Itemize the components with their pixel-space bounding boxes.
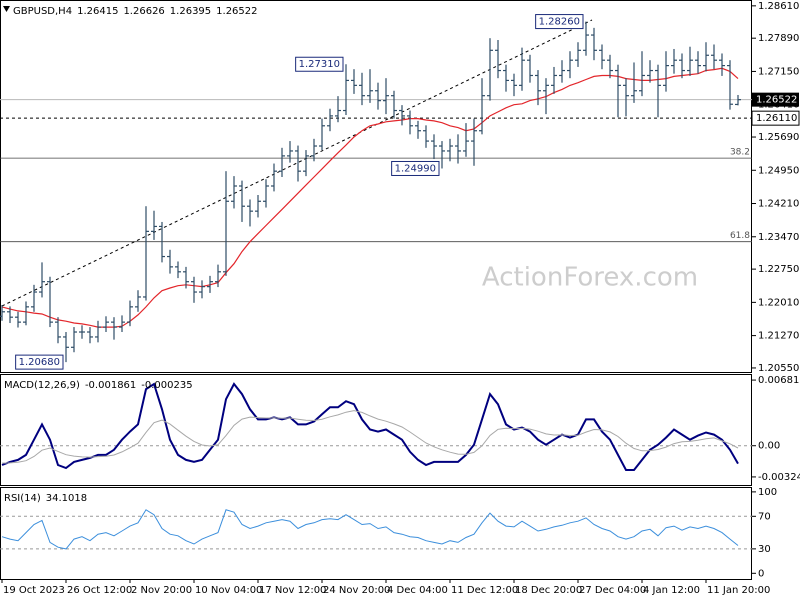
y-tick-label: 1.22750 bbox=[758, 264, 799, 275]
y-tick-label: 1.27890 bbox=[758, 33, 799, 44]
annotation-box bbox=[391, 160, 440, 176]
watermark: ActionForex.com bbox=[482, 263, 698, 293]
panel-frame bbox=[0, 0, 752, 373]
price-box bbox=[752, 92, 799, 107]
x-tick-label: 4 Dec 04:00 bbox=[387, 585, 448, 596]
x-tick-label: 27 Dec 04:00 bbox=[579, 585, 646, 596]
y-tick-label: 1.24210 bbox=[758, 199, 799, 210]
level-label: 1.26110 bbox=[756, 113, 797, 124]
indicator-line bbox=[1, 509, 739, 550]
header-value: -0.000235 bbox=[141, 380, 192, 391]
x-tick-label: 4 Jan 12:00 bbox=[643, 585, 700, 596]
x-tick-label: 18 Dec 20:00 bbox=[515, 585, 582, 596]
y-tick-label: 1.28610 bbox=[758, 1, 799, 12]
indicator-line bbox=[1, 410, 739, 464]
fib-label: 38.2 bbox=[730, 148, 750, 158]
panel-header: GBPUSD,H4 1.26415 1.26626 1.26395 1.26522 bbox=[13, 6, 258, 17]
y-tick-label: 100 bbox=[758, 487, 777, 498]
header-title: RSI(14) bbox=[4, 493, 41, 504]
annotation-box bbox=[535, 14, 584, 30]
panel-header: MACD(12,26,9) -0.001861 -0.000235 bbox=[4, 380, 193, 391]
y-tick-label: -0.003241 bbox=[758, 472, 800, 483]
y-tick-label: 30 bbox=[758, 544, 771, 555]
moving-average bbox=[1, 67, 739, 328]
level-box bbox=[751, 110, 800, 126]
y-tick-label: 1.24950 bbox=[758, 165, 799, 176]
x-tick-label: 11 Dec 12:00 bbox=[451, 585, 518, 596]
annotation-label: 1.20680 bbox=[19, 357, 60, 368]
panel-frame bbox=[0, 487, 752, 580]
fib-label: 61.8 bbox=[730, 231, 750, 241]
y-tick-label: 1.22010 bbox=[758, 297, 799, 308]
x-tick-label: 26 Oct 12:00 bbox=[67, 585, 132, 596]
y-tick-label: 70 bbox=[758, 511, 771, 522]
y-tick-label: 0.00 bbox=[758, 441, 780, 452]
panel-frame bbox=[0, 374, 752, 486]
annotation-label: 1.24990 bbox=[395, 163, 436, 174]
annotation-box bbox=[15, 354, 64, 370]
header-value: 1.26626 bbox=[123, 6, 164, 17]
header-value: 1.26522 bbox=[216, 6, 257, 17]
x-tick-label: 2 Nov 20:00 bbox=[131, 585, 192, 596]
annotation-box bbox=[295, 56, 344, 72]
header-value: 1.26415 bbox=[77, 6, 118, 17]
panel-header: RSI(14) 34.1018 bbox=[4, 493, 87, 504]
trend-line bbox=[1, 19, 593, 307]
header-value: 34.1018 bbox=[46, 493, 87, 504]
y-tick-label: 1.23470 bbox=[758, 232, 799, 243]
y-tick-label: 1.20550 bbox=[758, 363, 799, 374]
x-tick-label: 19 Oct 2023 bbox=[3, 585, 65, 596]
y-tick-label: 1.21270 bbox=[758, 331, 799, 342]
y-tick-label: 0 bbox=[758, 568, 764, 579]
x-tick-label: 24 Nov 20:00 bbox=[323, 585, 390, 596]
y-tick-label: 1.27150 bbox=[758, 66, 799, 77]
header-value: 1.26395 bbox=[170, 6, 211, 17]
header-title: MACD(12,26,9) bbox=[4, 380, 80, 391]
header-title: GBPUSD,H4 bbox=[13, 6, 72, 17]
annotation-label: 1.28260 bbox=[539, 17, 580, 28]
x-tick-label: 17 Nov 12:00 bbox=[259, 585, 326, 596]
x-tick-label: 10 Nov 04:00 bbox=[195, 585, 262, 596]
indicator-line bbox=[1, 382, 739, 471]
symbol-icon bbox=[3, 6, 10, 12]
x-tick-label: 11 Jan 20:00 bbox=[707, 585, 770, 596]
price-label: 1.26522 bbox=[756, 95, 797, 106]
annotation-label: 1.27310 bbox=[299, 59, 340, 70]
header-value: -0.001861 bbox=[85, 380, 136, 391]
y-tick-label: 0.006819 bbox=[758, 375, 800, 386]
y-tick-label: 1.25690 bbox=[758, 132, 799, 143]
